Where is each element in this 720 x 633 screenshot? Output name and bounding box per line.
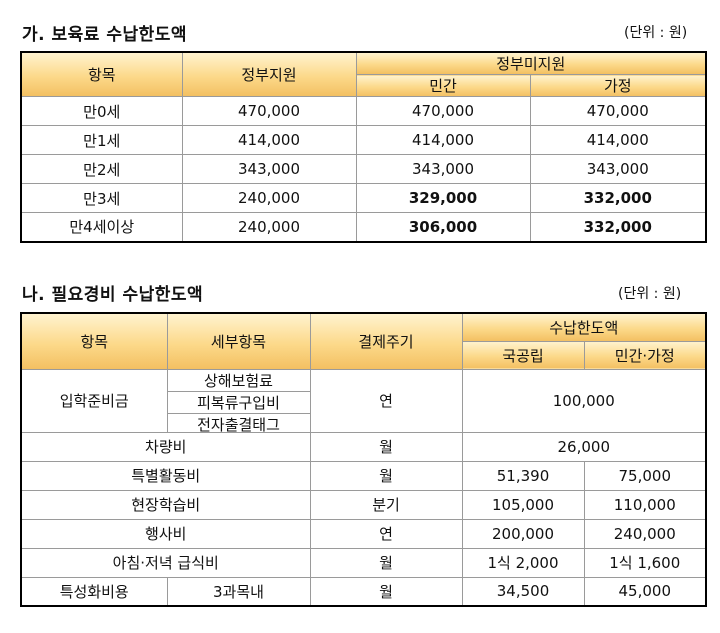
row-gov: 240,000 xyxy=(181,183,357,213)
row-home: 414,000 xyxy=(529,125,708,155)
special-item: 특성화비용 xyxy=(20,576,168,607)
row-cycle: 분기 xyxy=(309,489,463,520)
row-gov: 240,000 xyxy=(181,212,357,243)
section1-title: 가. 보육료 수납한도액 xyxy=(22,25,188,45)
row-public: 105,000 xyxy=(461,489,585,520)
header-gov-support: 정부지원 xyxy=(181,51,357,97)
row-gov: 470,000 xyxy=(181,96,357,126)
admission-subitem: 상해보험료 xyxy=(168,370,309,392)
admission-amount: 100,000 xyxy=(461,368,708,433)
row-public: 1식 2,000 xyxy=(461,547,585,578)
header-private: 민간 xyxy=(355,74,531,97)
header-item: 항목 xyxy=(20,312,168,370)
required-expense-table: 항목 세부항목 결제주기 수납한도액 국공립 민간·가정 입학준비금 상해보험료… xyxy=(20,312,708,607)
row-public: 200,000 xyxy=(461,518,585,549)
admission-item: 입학준비금 xyxy=(20,368,168,433)
row-private: 75,000 xyxy=(583,460,708,491)
table-row: 특성화비용 3과목내 월 34,500 45,000 xyxy=(20,576,708,607)
special-subitem: 3과목내 xyxy=(166,576,311,607)
row-item: 만0세 xyxy=(20,96,183,126)
row-item: 아침·저녁 급식비 xyxy=(20,547,311,578)
table-row: 만2세 343,000 343,000 343,000 xyxy=(20,154,708,184)
row-cycle: 월 xyxy=(309,460,463,491)
section2-title: 나. 필요경비 수납한도액 xyxy=(22,285,204,305)
row-private: 240,000 xyxy=(583,518,708,549)
special-public: 34,500 xyxy=(461,576,585,607)
row-home: 332,000 xyxy=(529,183,708,213)
section1-unit: (단위 : 원) xyxy=(624,25,688,41)
row-item: 특별활동비 xyxy=(20,460,311,491)
childcare-fee-table: 항목 정부지원 정부미지원 민간 가정 만0세 470,000 470,000 … xyxy=(20,51,708,243)
table-row: 만3세 240,000 329,000 332,000 xyxy=(20,183,708,213)
special-cycle: 월 xyxy=(309,576,463,607)
table-row: 차량비 월 26,000 xyxy=(20,431,708,462)
row-item: 행사비 xyxy=(20,518,311,549)
header-gov-nonsupport: 정부미지원 xyxy=(355,51,708,75)
row-home: 332,000 xyxy=(529,212,708,243)
admission-subitem: 피복류구입비 xyxy=(168,392,309,414)
header-public: 국공립 xyxy=(461,340,585,370)
row-private: 110,000 xyxy=(583,489,708,520)
row-item: 만4세이상 xyxy=(20,212,183,243)
header-cycle: 결제주기 xyxy=(309,312,463,370)
admission-subitem: 전자출결태그 xyxy=(197,415,280,432)
header-subitem: 세부항목 xyxy=(166,312,311,370)
table-row: 행사비 연 200,000 240,000 xyxy=(20,518,708,549)
table-row: 현장학습비 분기 105,000 110,000 xyxy=(20,489,708,520)
admission-subitems: 상해보험료 피복류구입비 전자출결태그 xyxy=(166,368,311,433)
table-row: 아침·저녁 급식비 월 1식 2,000 1식 1,600 xyxy=(20,547,708,578)
table-row: 특별활동비 월 51,390 75,000 xyxy=(20,460,708,491)
table-row: 만4세이상 240,000 306,000 332,000 xyxy=(20,212,708,243)
vehicle-amount: 26,000 xyxy=(461,431,708,462)
admission-cycle: 연 xyxy=(309,368,463,433)
row-gov: 343,000 xyxy=(181,154,357,184)
header-limit: 수납한도액 xyxy=(461,312,708,342)
row-home: 470,000 xyxy=(529,96,708,126)
table-row: 입학준비금 상해보험료 피복류구입비 전자출결태그 연 100,000 xyxy=(20,368,708,433)
vehicle-cycle: 월 xyxy=(309,431,463,462)
table-row: 만0세 470,000 470,000 470,000 xyxy=(20,96,708,126)
row-private: 470,000 xyxy=(355,96,531,126)
row-item: 현장학습비 xyxy=(20,489,311,520)
special-private: 45,000 xyxy=(583,576,708,607)
header-private-home: 민간·가정 xyxy=(583,340,708,370)
row-home: 343,000 xyxy=(529,154,708,184)
row-private: 1식 1,600 xyxy=(583,547,708,578)
vehicle-item: 차량비 xyxy=(20,431,311,462)
row-private: 329,000 xyxy=(355,183,531,213)
row-gov: 414,000 xyxy=(181,125,357,155)
row-cycle: 연 xyxy=(309,518,463,549)
row-private: 414,000 xyxy=(355,125,531,155)
row-private: 343,000 xyxy=(355,154,531,184)
table-row: 만1세 414,000 414,000 414,000 xyxy=(20,125,708,155)
row-public: 51,390 xyxy=(461,460,585,491)
row-item: 만3세 xyxy=(20,183,183,213)
row-item: 만1세 xyxy=(20,125,183,155)
row-item: 만2세 xyxy=(20,154,183,184)
row-cycle: 월 xyxy=(309,547,463,578)
header-home: 가정 xyxy=(529,74,708,97)
section2-unit: (단위 : 원) xyxy=(618,286,682,302)
header-item: 항목 xyxy=(20,51,183,97)
row-private: 306,000 xyxy=(355,212,531,243)
